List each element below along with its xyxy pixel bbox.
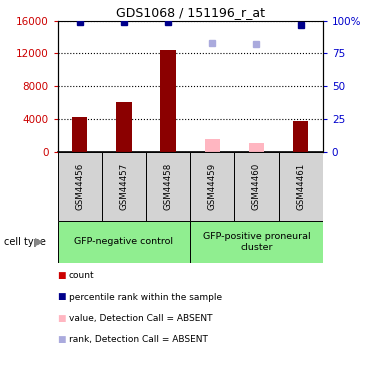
Bar <box>293 121 308 152</box>
Text: GSM44457: GSM44457 <box>119 163 128 210</box>
Bar <box>234 152 279 221</box>
Bar <box>116 102 132 152</box>
Text: ■: ■ <box>58 335 66 344</box>
Title: GDS1068 / 151196_r_at: GDS1068 / 151196_r_at <box>116 6 265 20</box>
Bar <box>204 139 220 152</box>
Bar <box>102 152 146 221</box>
Bar <box>72 117 87 152</box>
Bar <box>160 50 176 152</box>
Text: GSM44461: GSM44461 <box>296 163 305 210</box>
Bar <box>249 143 264 152</box>
Text: GSM44458: GSM44458 <box>164 163 173 210</box>
Text: GSM44460: GSM44460 <box>252 163 261 210</box>
Text: value, Detection Call = ABSENT: value, Detection Call = ABSENT <box>69 314 212 323</box>
Bar <box>58 152 102 221</box>
Bar <box>190 152 234 221</box>
Text: cell type: cell type <box>4 237 46 247</box>
Text: percentile rank within the sample: percentile rank within the sample <box>69 292 222 302</box>
Text: ■: ■ <box>58 314 66 323</box>
Text: GSM44459: GSM44459 <box>208 163 217 210</box>
Bar <box>58 221 190 262</box>
Text: ■: ■ <box>58 292 66 302</box>
Text: ▶: ▶ <box>35 237 43 247</box>
Text: ■: ■ <box>58 271 66 280</box>
Text: GFP-negative control: GFP-negative control <box>74 237 173 246</box>
Bar <box>279 152 323 221</box>
Text: GSM44456: GSM44456 <box>75 163 84 210</box>
Text: rank, Detection Call = ABSENT: rank, Detection Call = ABSENT <box>69 335 207 344</box>
Text: GFP-positive proneural
cluster: GFP-positive proneural cluster <box>203 232 310 252</box>
Text: count: count <box>69 271 94 280</box>
Bar <box>146 152 190 221</box>
Bar <box>190 221 323 262</box>
